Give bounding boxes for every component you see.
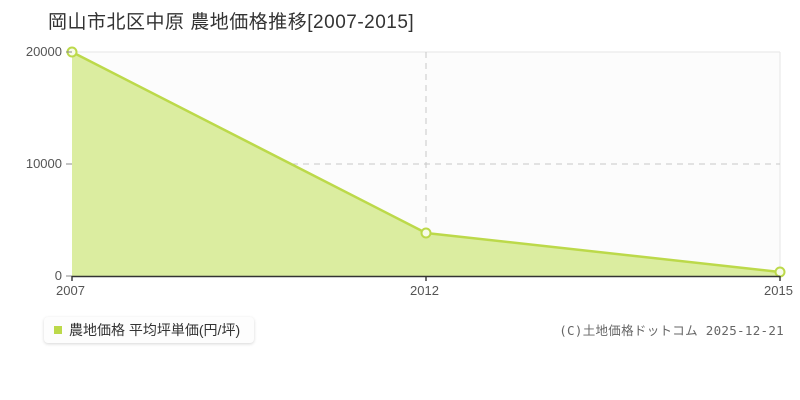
copyright-credit: (C)土地価格ドットコム 2025-12-21 <box>559 323 784 338</box>
x-tick-label-2012: 2012 <box>410 283 439 298</box>
x-tick-label-2015: 2015 <box>764 283 793 298</box>
x-tick-label-2007: 2007 <box>56 283 85 298</box>
chart-legend[interactable]: 農地価格 平均坪単価(円/坪) <box>44 317 255 343</box>
data-point-2015[interactable] <box>774 266 786 278</box>
y-tick-label-20000: 20000 <box>25 44 62 59</box>
legend-swatch-icon <box>54 326 62 334</box>
y-axis-labels: 20000 10000 0 <box>0 0 62 400</box>
chart-title: 岡山市北区中原 農地価格推移[2007-2015] <box>48 12 415 33</box>
y-tick-label-0: 0 <box>54 268 62 283</box>
area-fill-series-0 <box>72 52 780 276</box>
y-tick-label-10000: 10000 <box>25 156 62 171</box>
legend-label-series-0: 農地価格 平均坪単価(円/坪) <box>69 322 241 338</box>
data-point-2012[interactable] <box>420 227 432 239</box>
